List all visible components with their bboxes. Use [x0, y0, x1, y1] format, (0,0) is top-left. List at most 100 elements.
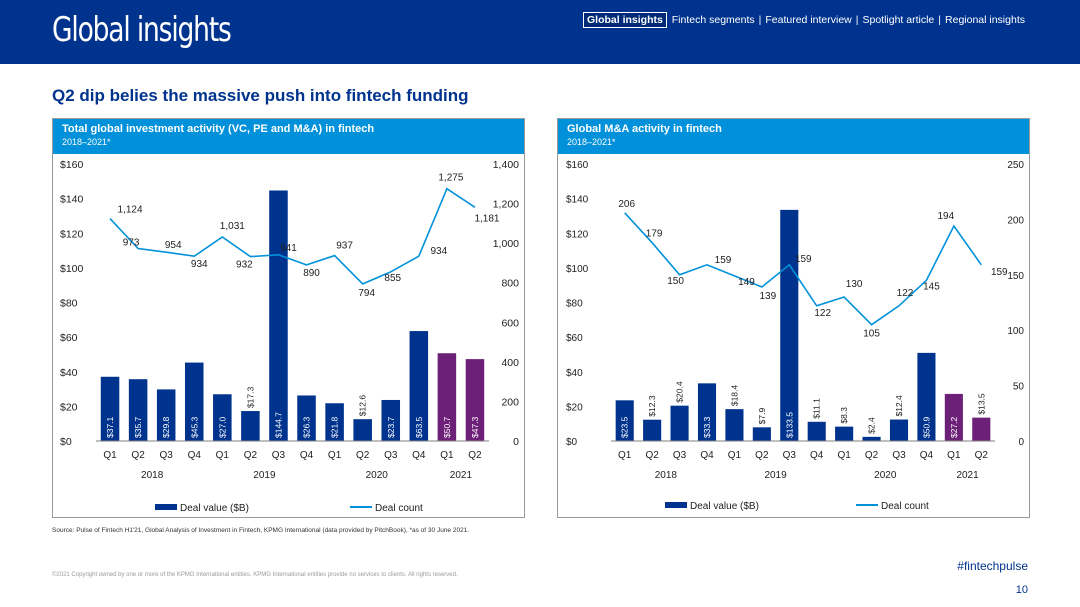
- category-label: Q3: [892, 450, 906, 461]
- bar: [972, 417, 991, 441]
- bar-value-label: $13.5: [976, 393, 986, 415]
- category-label: Q2: [356, 450, 370, 461]
- bar-value-label: $37.1: [105, 416, 115, 438]
- hashtag-link[interactable]: #fintechpulse: [957, 559, 1028, 573]
- left-axis-tick-label: $120: [566, 229, 589, 240]
- bar-value-label: $2.4: [867, 417, 877, 434]
- bar-value-label: $7.9: [757, 408, 767, 425]
- bar-value-label: $23.5: [620, 416, 630, 438]
- line-value-label: 954: [165, 240, 182, 251]
- category-label: Q2: [865, 450, 879, 461]
- line-value-label: 194: [938, 211, 955, 222]
- year-label: 2021: [956, 470, 979, 481]
- bar-value-label: $47.3: [470, 416, 480, 438]
- bar: [213, 394, 232, 441]
- bar: [697, 383, 717, 441]
- bar-value-label: $21.8: [330, 416, 340, 438]
- bar: [780, 209, 799, 441]
- nav-regional-insights[interactable]: Regional insights: [945, 14, 1025, 26]
- bar: [269, 190, 288, 441]
- left-axis-tick-label: $20: [60, 401, 78, 413]
- legend-deal-value: Deal value ($B): [180, 503, 249, 514]
- bar-value-label: $45.3: [189, 416, 199, 438]
- nav-spotlight-article[interactable]: Spotlight article: [862, 14, 935, 26]
- bar: [835, 426, 854, 441]
- bar: [670, 405, 689, 441]
- line-value-label: 159: [991, 267, 1008, 278]
- panel-header: Total global investment activity (VC, PE…: [53, 119, 524, 154]
- panel-title: Total global investment activity (VC, PE…: [62, 123, 375, 135]
- bar: [752, 427, 771, 441]
- bar: [100, 376, 120, 441]
- bar-value-label: $144.7: [273, 412, 283, 438]
- category-label: Q2: [244, 450, 258, 461]
- category-label: Q1: [440, 450, 454, 461]
- bar-value-label: $8.3: [839, 407, 849, 424]
- category-label: Q2: [645, 450, 659, 461]
- category-label: Q2: [131, 450, 145, 461]
- right-axis-tick-label: 600: [501, 317, 519, 329]
- right-axis-tick-label: 100: [1007, 326, 1024, 337]
- category-label: Q1: [947, 450, 961, 461]
- bar: [917, 352, 936, 441]
- category-label: Q2: [755, 450, 769, 461]
- page-number: 10: [1015, 584, 1028, 596]
- category-label: Q1: [618, 450, 632, 461]
- legend-bar-swatch: [155, 504, 177, 510]
- left-axis-tick-label: $40: [60, 367, 78, 379]
- category-label: Q3: [160, 450, 174, 461]
- legend-bar-swatch: [665, 502, 687, 508]
- bar-value-label: $27.0: [217, 416, 227, 438]
- line-value-label: 890: [303, 268, 320, 279]
- line-value-label: 1,031: [220, 221, 245, 232]
- category-label: Q1: [328, 450, 342, 461]
- bar-value-label: $20.4: [675, 381, 685, 403]
- category-label: Q4: [188, 450, 202, 461]
- page-title: Q2 dip belies the massive push into fint…: [52, 86, 469, 105]
- left-axis-tick-label: $20: [566, 402, 583, 413]
- nav-featured-interview[interactable]: Featured interview: [765, 14, 852, 26]
- line-value-label: 932: [236, 260, 253, 271]
- left-axis-tick-label: $140: [566, 195, 589, 206]
- year-label: 2019: [764, 470, 787, 481]
- bar-value-label: $12.6: [358, 395, 368, 417]
- line-value-label: 122: [814, 308, 831, 319]
- category-label: Q4: [412, 450, 426, 461]
- panel-header: Global M&A activity in fintech 2018–2021…: [558, 119, 1029, 154]
- category-label: Q1: [837, 450, 851, 461]
- line-value-label: 934: [191, 259, 208, 270]
- bar-value-label: $11.1: [812, 398, 822, 419]
- ma-chart-panel: Global M&A activity in fintech 2018–2021…: [557, 118, 1030, 518]
- left-axis-tick-label: $80: [566, 299, 583, 310]
- bar-value-label: $12.4: [894, 395, 904, 417]
- nav-separator: |: [758, 14, 762, 26]
- nav-fintech-segments[interactable]: Fintech segments: [671, 14, 755, 26]
- year-label: 2021: [450, 470, 473, 481]
- left-axis-tick-label: $80: [60, 298, 78, 310]
- line-value-label: 794: [358, 288, 375, 299]
- category-label: Q2: [975, 450, 989, 461]
- bar-value-label: $63.5: [414, 416, 424, 438]
- bar-value-label: $33.3: [702, 416, 712, 438]
- category-label: Q3: [673, 450, 687, 461]
- right-axis-tick-label: 250: [1007, 160, 1024, 171]
- deal-count-line: [624, 212, 982, 326]
- nav-global-insights[interactable]: Global insights: [583, 12, 667, 28]
- ma-chart: $0 $20 $40 $60 $80 $100 $120 $140 $160 0 50 100 150 2…: [566, 160, 1024, 512]
- bar: [184, 362, 204, 441]
- legend-deal-count: Deal count: [881, 501, 929, 512]
- left-axis-tick-label: $0: [60, 436, 72, 448]
- right-axis-tick-label: 0: [1018, 437, 1024, 448]
- panel-title: Global M&A activity in fintech: [567, 123, 722, 135]
- left-axis-tick-label: $120: [60, 228, 84, 240]
- bar: [615, 400, 634, 441]
- left-axis-tick-label: $0: [566, 437, 578, 448]
- line-value-label: 150: [667, 276, 684, 287]
- bar: [465, 359, 485, 441]
- bar: [353, 419, 372, 441]
- bar: [889, 419, 909, 441]
- bar-value-label: $29.8: [161, 416, 171, 438]
- right-axis-tick-label: 200: [1007, 215, 1024, 226]
- line-value-label: 159: [795, 254, 812, 265]
- category-label: Q4: [300, 450, 314, 461]
